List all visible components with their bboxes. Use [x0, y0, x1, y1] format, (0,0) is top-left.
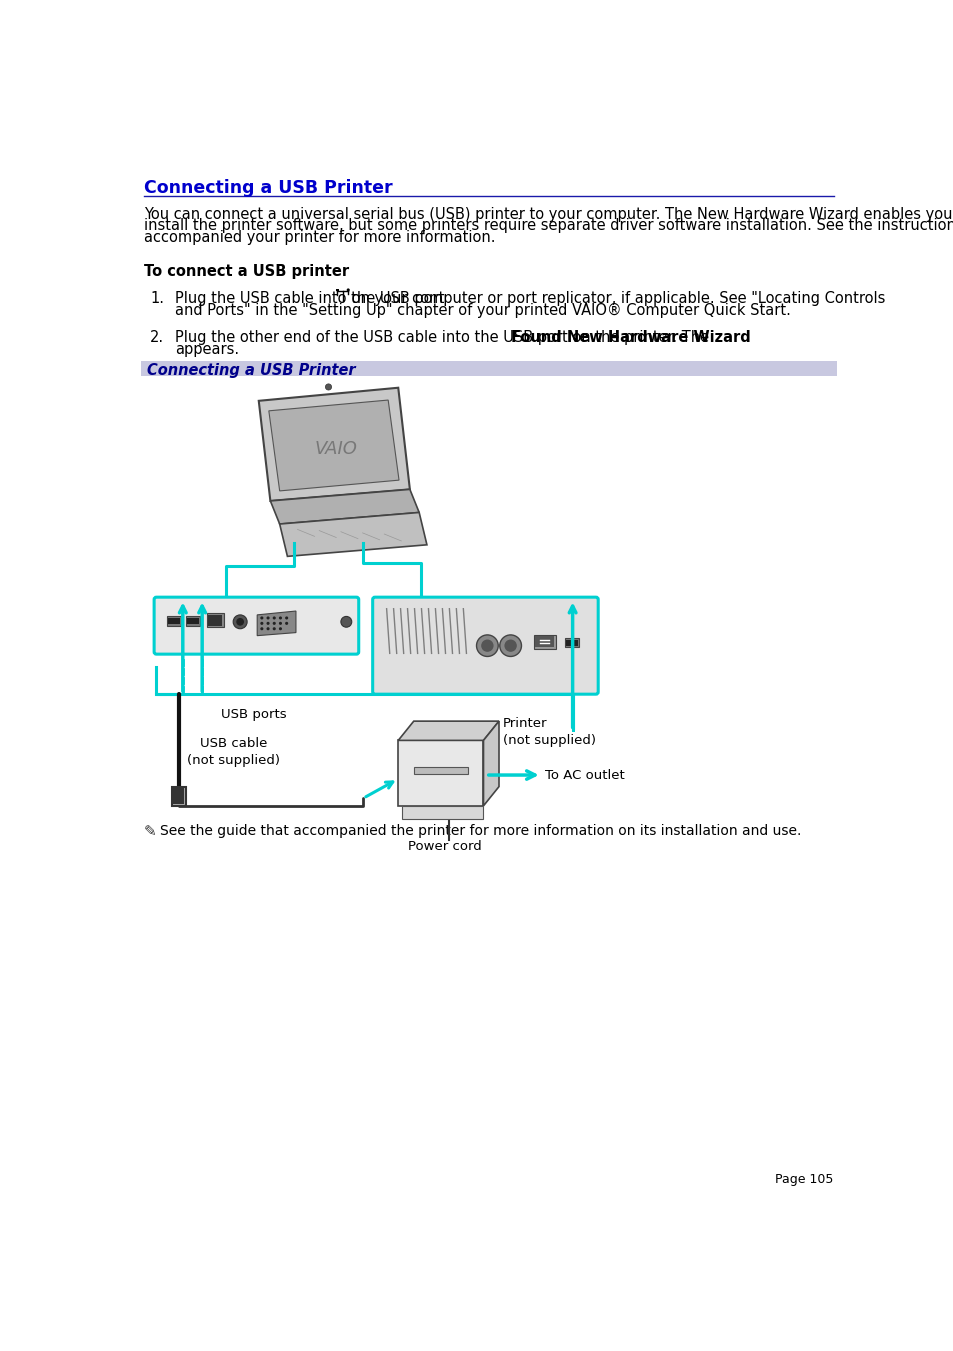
Text: See the guide that accompanied the printer for more information on its installat: See the guide that accompanied the print… — [159, 824, 801, 839]
Circle shape — [236, 617, 244, 626]
Text: install the printer software, but some printers require separate driver software: install the printer software, but some p… — [144, 219, 953, 234]
Bar — [141, 361, 836, 376]
Bar — [168, 617, 180, 624]
Circle shape — [233, 615, 247, 628]
Text: Plug the USB cable into the USB port: Plug the USB cable into the USB port — [174, 292, 449, 307]
Bar — [207, 613, 224, 627]
Circle shape — [278, 627, 282, 631]
Bar — [172, 786, 186, 805]
Circle shape — [285, 621, 288, 626]
Circle shape — [325, 384, 332, 390]
Bar — [186, 616, 199, 626]
Circle shape — [480, 639, 493, 651]
Circle shape — [504, 639, 517, 651]
Circle shape — [260, 616, 263, 620]
Circle shape — [273, 627, 275, 631]
Circle shape — [273, 616, 275, 620]
Bar — [335, 289, 338, 292]
Polygon shape — [257, 611, 295, 636]
Polygon shape — [483, 721, 498, 805]
Polygon shape — [397, 740, 483, 805]
Circle shape — [260, 627, 263, 631]
Text: You can connect a universal serial bus (USB) printer to your computer. The New H: You can connect a universal serial bus (… — [144, 207, 953, 222]
Bar — [564, 638, 578, 647]
Circle shape — [499, 635, 521, 657]
Bar — [167, 616, 181, 626]
Polygon shape — [402, 805, 483, 819]
Polygon shape — [270, 489, 418, 524]
Circle shape — [260, 621, 263, 626]
Text: appears.: appears. — [174, 342, 239, 357]
Text: Page 105: Page 105 — [775, 1173, 833, 1186]
Circle shape — [285, 616, 288, 620]
Bar — [187, 617, 199, 624]
Text: 1.: 1. — [150, 292, 164, 307]
Bar — [534, 635, 555, 648]
Text: ✎: ✎ — [144, 824, 156, 839]
Text: To connect a USB printer: To connect a USB printer — [144, 263, 349, 278]
Bar — [208, 615, 222, 626]
Circle shape — [266, 621, 270, 626]
Circle shape — [273, 621, 275, 626]
Text: Found New Hardware Wizard: Found New Hardware Wizard — [510, 330, 749, 345]
FancyBboxPatch shape — [154, 597, 358, 654]
Bar — [535, 636, 554, 647]
Circle shape — [340, 616, 352, 627]
Circle shape — [346, 288, 350, 292]
Polygon shape — [378, 604, 402, 690]
Text: and Ports" in the "Setting Up" chapter of your printed VAIO® Computer Quick Star: and Ports" in the "Setting Up" chapter o… — [174, 303, 790, 317]
Text: To AC outlet: To AC outlet — [545, 769, 624, 781]
Text: VAIO: VAIO — [314, 440, 357, 458]
Text: on your computer or port replicator, if applicable. See "Locating Controls: on your computer or port replicator, if … — [346, 292, 884, 307]
Text: Plug the other end of the USB cable into the USB port on the printer. The: Plug the other end of the USB cable into… — [174, 330, 713, 345]
Circle shape — [278, 621, 282, 626]
Text: Connecting a USB Printer: Connecting a USB Printer — [147, 363, 355, 378]
Text: Connecting a USB Printer: Connecting a USB Printer — [144, 180, 393, 197]
Circle shape — [266, 627, 270, 631]
Circle shape — [476, 635, 497, 657]
Polygon shape — [269, 400, 398, 490]
Text: Printer
(not supplied): Printer (not supplied) — [502, 717, 596, 747]
Text: USB cable
(not supplied): USB cable (not supplied) — [187, 736, 280, 766]
FancyBboxPatch shape — [373, 597, 598, 694]
Bar — [565, 639, 578, 646]
Bar — [173, 788, 184, 804]
Polygon shape — [258, 388, 410, 501]
Text: USB ports: USB ports — [220, 708, 286, 721]
Polygon shape — [397, 721, 498, 740]
Polygon shape — [279, 512, 427, 557]
Text: Power cord: Power cord — [408, 840, 481, 854]
Circle shape — [278, 616, 282, 620]
Text: accompanied your printer for more information.: accompanied your printer for more inform… — [144, 230, 495, 245]
Bar — [414, 767, 468, 774]
Circle shape — [266, 616, 270, 620]
Text: 2.: 2. — [150, 330, 164, 345]
